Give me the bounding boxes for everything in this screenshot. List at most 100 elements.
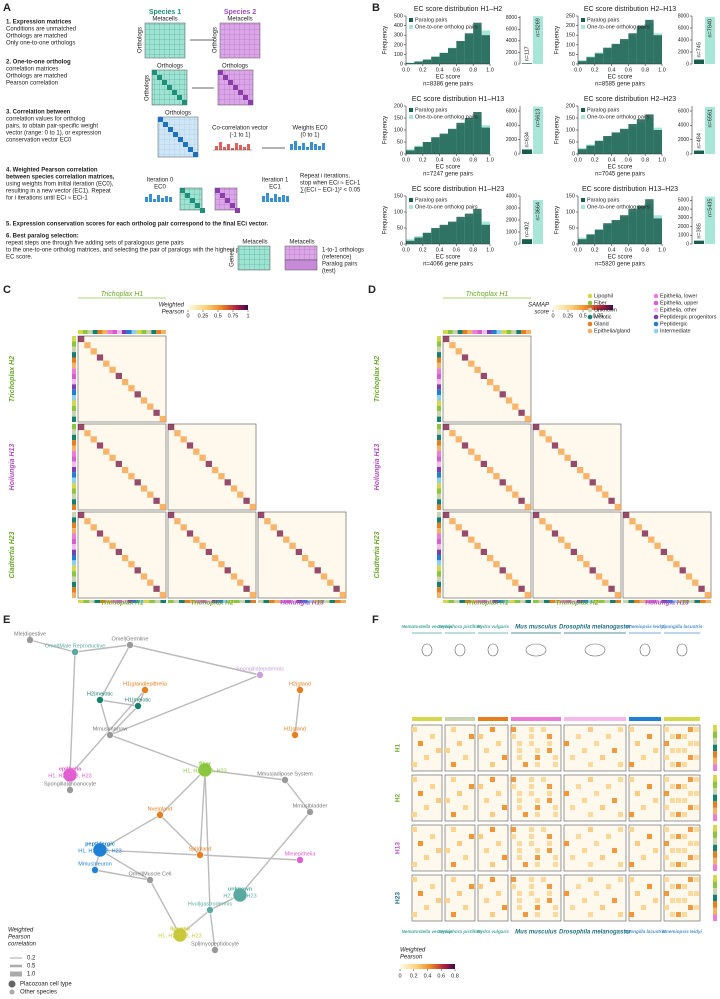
type-strip bbox=[72, 555, 76, 561]
type-strip bbox=[577, 600, 583, 603]
legend-title: Pearson bbox=[8, 935, 31, 941]
glyph-bar bbox=[219, 142, 222, 150]
network-edge bbox=[94, 869, 151, 881]
type-strip bbox=[100, 600, 106, 603]
heatmap-cell bbox=[128, 561, 135, 568]
type-strip bbox=[131, 330, 137, 334]
y-tick-label: 2000 bbox=[506, 217, 517, 223]
heatmap-cell bbox=[436, 798, 441, 803]
type-strip bbox=[661, 600, 667, 603]
type-strip bbox=[72, 379, 76, 385]
heatmap-cell bbox=[618, 827, 623, 832]
network-edge bbox=[74, 644, 131, 653]
step-text: vector (range: 0 to 1), or expression bbox=[6, 131, 101, 137]
legend-label: Epithelia, upper bbox=[660, 300, 698, 306]
histogram-bar bbox=[603, 47, 612, 64]
heatmap-cell bbox=[635, 524, 642, 531]
heatmap-cell bbox=[664, 727, 669, 732]
x-tick-label: 0.4 bbox=[608, 157, 616, 163]
type-strip bbox=[161, 330, 166, 334]
type-strip bbox=[83, 600, 89, 603]
heatmap-cell bbox=[412, 877, 417, 882]
type-strip bbox=[105, 600, 111, 603]
type-strip bbox=[520, 600, 526, 603]
type-strip bbox=[437, 538, 441, 545]
type-strip bbox=[72, 544, 76, 550]
species-label: Mus musculus bbox=[515, 930, 557, 936]
histogram-bar bbox=[620, 128, 629, 154]
y-tick-label: 100 bbox=[394, 127, 403, 133]
heatmap-cell bbox=[523, 862, 528, 867]
heatmap-cell bbox=[612, 848, 617, 853]
heatmap-cell bbox=[289, 542, 296, 549]
legend-swatch bbox=[409, 198, 413, 202]
type-strip bbox=[437, 493, 441, 500]
y-tick-label: 50 bbox=[397, 225, 403, 231]
histogram-bar bbox=[645, 199, 654, 244]
x-tick-label: 0.8 bbox=[469, 67, 477, 73]
x-tick-label: 0.6 bbox=[625, 67, 633, 73]
heatmap-cell bbox=[570, 805, 575, 810]
y-tick-label: 2000 bbox=[506, 50, 517, 56]
heatmap-cell bbox=[670, 898, 675, 903]
heatmap-cell bbox=[629, 862, 634, 867]
type-strip bbox=[144, 600, 150, 603]
type-strip bbox=[694, 600, 700, 603]
heatmap-cell bbox=[499, 567, 506, 574]
heatmap-cell bbox=[122, 555, 129, 562]
heatmap-cell bbox=[193, 536, 200, 543]
colorbar-tick-label: 0.75 bbox=[228, 313, 239, 319]
heatmap-cell bbox=[487, 555, 494, 562]
y-tick-label: 0 bbox=[686, 241, 689, 247]
heatmap-cell bbox=[517, 848, 522, 853]
type-strip bbox=[700, 600, 706, 603]
heatmap-cell bbox=[320, 573, 328, 580]
x-tick-label: 1.0 bbox=[486, 157, 494, 163]
row-title: Hoilungia H13 bbox=[374, 444, 381, 491]
step-text: correlation matrices bbox=[6, 67, 58, 73]
heatmap-cell bbox=[535, 855, 540, 860]
type-strip bbox=[112, 330, 118, 334]
type-strip bbox=[491, 330, 497, 334]
node-label: peptidergic bbox=[85, 841, 115, 847]
histogram-bar bbox=[431, 56, 440, 64]
heatmap-cell bbox=[418, 841, 423, 846]
type-strip bbox=[437, 384, 441, 390]
colorbar-title: Pearson bbox=[400, 955, 423, 961]
y-tick-label: 150 bbox=[566, 115, 575, 121]
heatmap-cell bbox=[623, 512, 630, 519]
label: EC0 bbox=[154, 185, 166, 191]
heatmap-cell bbox=[606, 784, 611, 789]
type-strip bbox=[437, 477, 441, 484]
heatmap-cell bbox=[564, 791, 569, 796]
type-strip bbox=[498, 600, 504, 603]
type-strip bbox=[258, 600, 264, 603]
heatmap-cell bbox=[545, 436, 552, 443]
heatmap-cell bbox=[664, 855, 669, 860]
heatmap-cell bbox=[490, 877, 495, 882]
heatmap-cell bbox=[333, 585, 340, 592]
legend-label: Unknown bbox=[594, 307, 617, 313]
heatmap-cell bbox=[694, 741, 699, 746]
step-title: 4. Weighted Pearson correlation bbox=[6, 168, 98, 174]
y-tick-label: 8000 bbox=[506, 15, 517, 21]
heatmap-cell bbox=[664, 841, 669, 846]
axis-label: Orthologs bbox=[222, 64, 248, 70]
type-strip bbox=[445, 717, 475, 721]
matrix bbox=[284, 245, 318, 261]
chart-title: EC score distribution H1–H23 bbox=[412, 186, 504, 193]
heatmap-cell bbox=[205, 548, 212, 555]
heatmap-cell bbox=[430, 884, 435, 889]
type-strip bbox=[588, 600, 594, 603]
node-label: H2|gland bbox=[289, 681, 311, 687]
heatmap-cell bbox=[688, 741, 693, 746]
type-strip bbox=[72, 395, 76, 401]
colorbar-tick-label: 0 bbox=[551, 313, 554, 319]
heatmap-cell bbox=[676, 812, 681, 817]
type-strip bbox=[437, 440, 441, 446]
heatmap-cell bbox=[474, 454, 481, 461]
species-label: Nematostella vectensis bbox=[402, 929, 453, 934]
heatmap-cell bbox=[490, 827, 495, 832]
matrix-diagonal bbox=[182, 100, 187, 105]
network-node bbox=[62, 767, 78, 783]
